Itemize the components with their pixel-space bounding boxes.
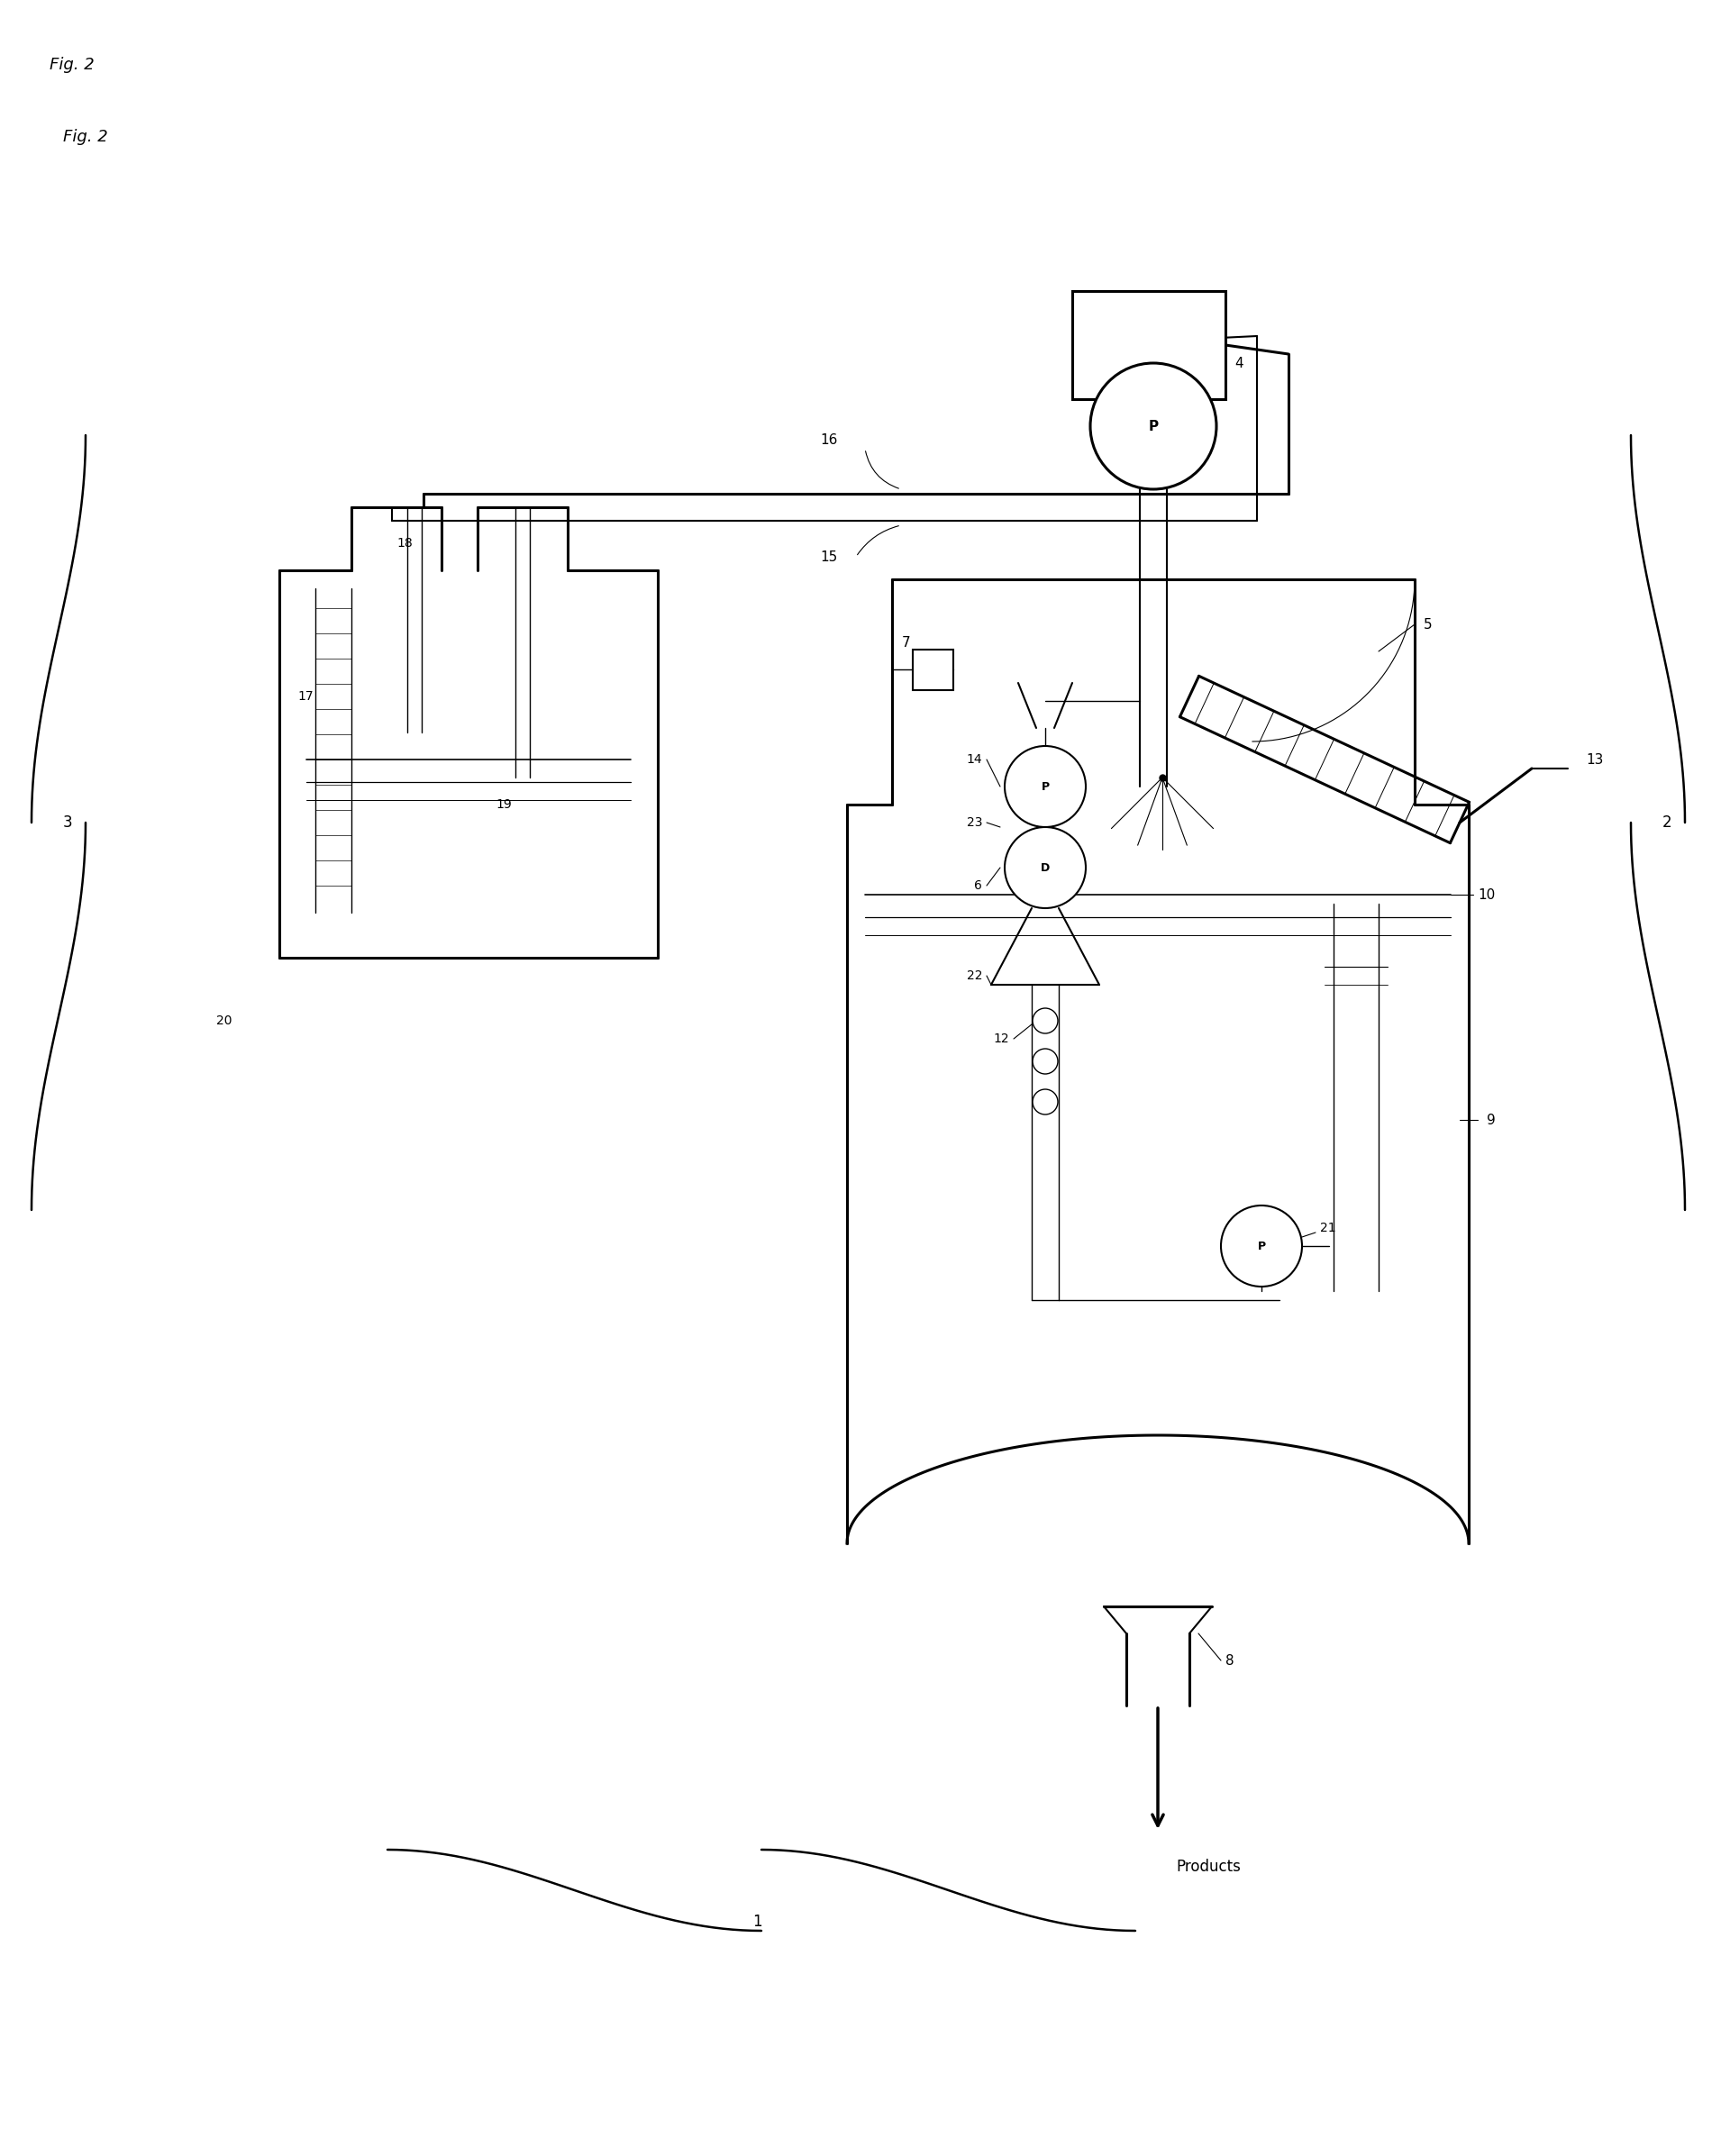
Bar xyxy=(912,649,953,690)
Text: P: P xyxy=(1041,780,1050,793)
Text: 16: 16 xyxy=(821,433,838,446)
Text: 8: 8 xyxy=(1225,1654,1234,1667)
Bar xyxy=(1072,291,1225,399)
Circle shape xyxy=(1005,828,1086,908)
Text: 18: 18 xyxy=(396,537,413,550)
Circle shape xyxy=(1220,1205,1303,1287)
Text: Fig. 2: Fig. 2 xyxy=(50,56,95,73)
Text: 17: 17 xyxy=(298,690,313,703)
Text: 3: 3 xyxy=(62,815,72,830)
Text: 9: 9 xyxy=(1487,1112,1496,1128)
Text: 12: 12 xyxy=(993,1033,1009,1046)
Text: 23: 23 xyxy=(967,817,983,828)
Text: 15: 15 xyxy=(821,550,838,563)
Text: D: D xyxy=(1041,862,1050,873)
Text: 19: 19 xyxy=(496,798,511,811)
Text: 14: 14 xyxy=(965,752,983,765)
Circle shape xyxy=(1033,1089,1058,1115)
Text: 11: 11 xyxy=(1167,425,1184,438)
Circle shape xyxy=(1005,746,1086,828)
Text: Products: Products xyxy=(1175,1858,1241,1876)
Text: 20: 20 xyxy=(217,1015,232,1026)
Text: 1: 1 xyxy=(752,1915,762,1930)
Text: 22: 22 xyxy=(967,970,983,981)
Circle shape xyxy=(1033,1048,1058,1074)
Text: Fig. 2: Fig. 2 xyxy=(64,129,108,144)
Text: 7: 7 xyxy=(902,636,910,649)
Text: 10: 10 xyxy=(1478,888,1496,901)
Circle shape xyxy=(1033,1009,1058,1033)
Text: 4: 4 xyxy=(1234,356,1243,371)
Text: 21: 21 xyxy=(1320,1222,1335,1235)
Text: P: P xyxy=(1148,420,1158,433)
Text: 5: 5 xyxy=(1423,617,1432,632)
Text: 6: 6 xyxy=(974,880,983,893)
Text: 13: 13 xyxy=(1585,752,1604,765)
Circle shape xyxy=(1091,362,1217,489)
Text: P: P xyxy=(1258,1240,1265,1253)
Text: 2: 2 xyxy=(1662,815,1671,830)
